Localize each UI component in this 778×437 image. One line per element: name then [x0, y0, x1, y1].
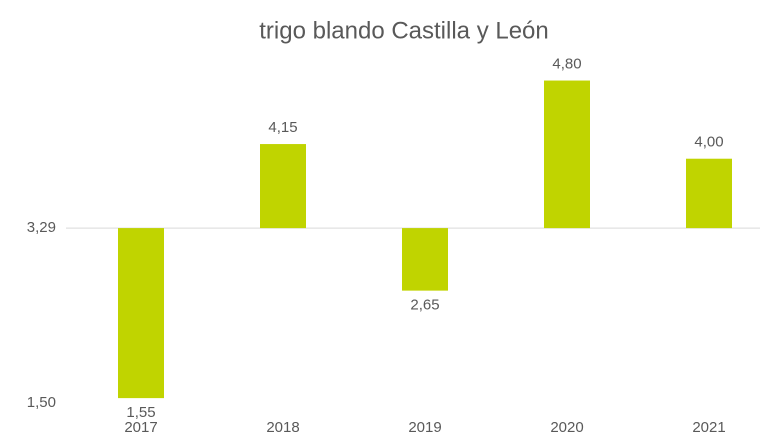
y-tick-label: 3,29 [27, 219, 56, 236]
bar [544, 80, 590, 229]
bar [260, 144, 306, 229]
x-tick-label: 2017 [124, 419, 157, 436]
x-tick-label: 2019 [408, 419, 441, 436]
bar [686, 158, 732, 229]
data-label: 2,65 [410, 297, 439, 314]
bar [118, 228, 164, 399]
data-label: 1,55 [126, 404, 155, 421]
chart-title: trigo blando Castilla y León [259, 17, 549, 44]
data-label: 4,15 [268, 119, 297, 136]
x-tick-label: 2021 [692, 419, 725, 436]
x-tick-label: 2018 [266, 419, 299, 436]
data-label: 4,80 [552, 56, 581, 73]
x-tick-label: 2020 [550, 419, 583, 436]
y-tick-label: 1,50 [27, 394, 56, 411]
data-label: 4,00 [694, 134, 723, 151]
bar [402, 228, 448, 291]
